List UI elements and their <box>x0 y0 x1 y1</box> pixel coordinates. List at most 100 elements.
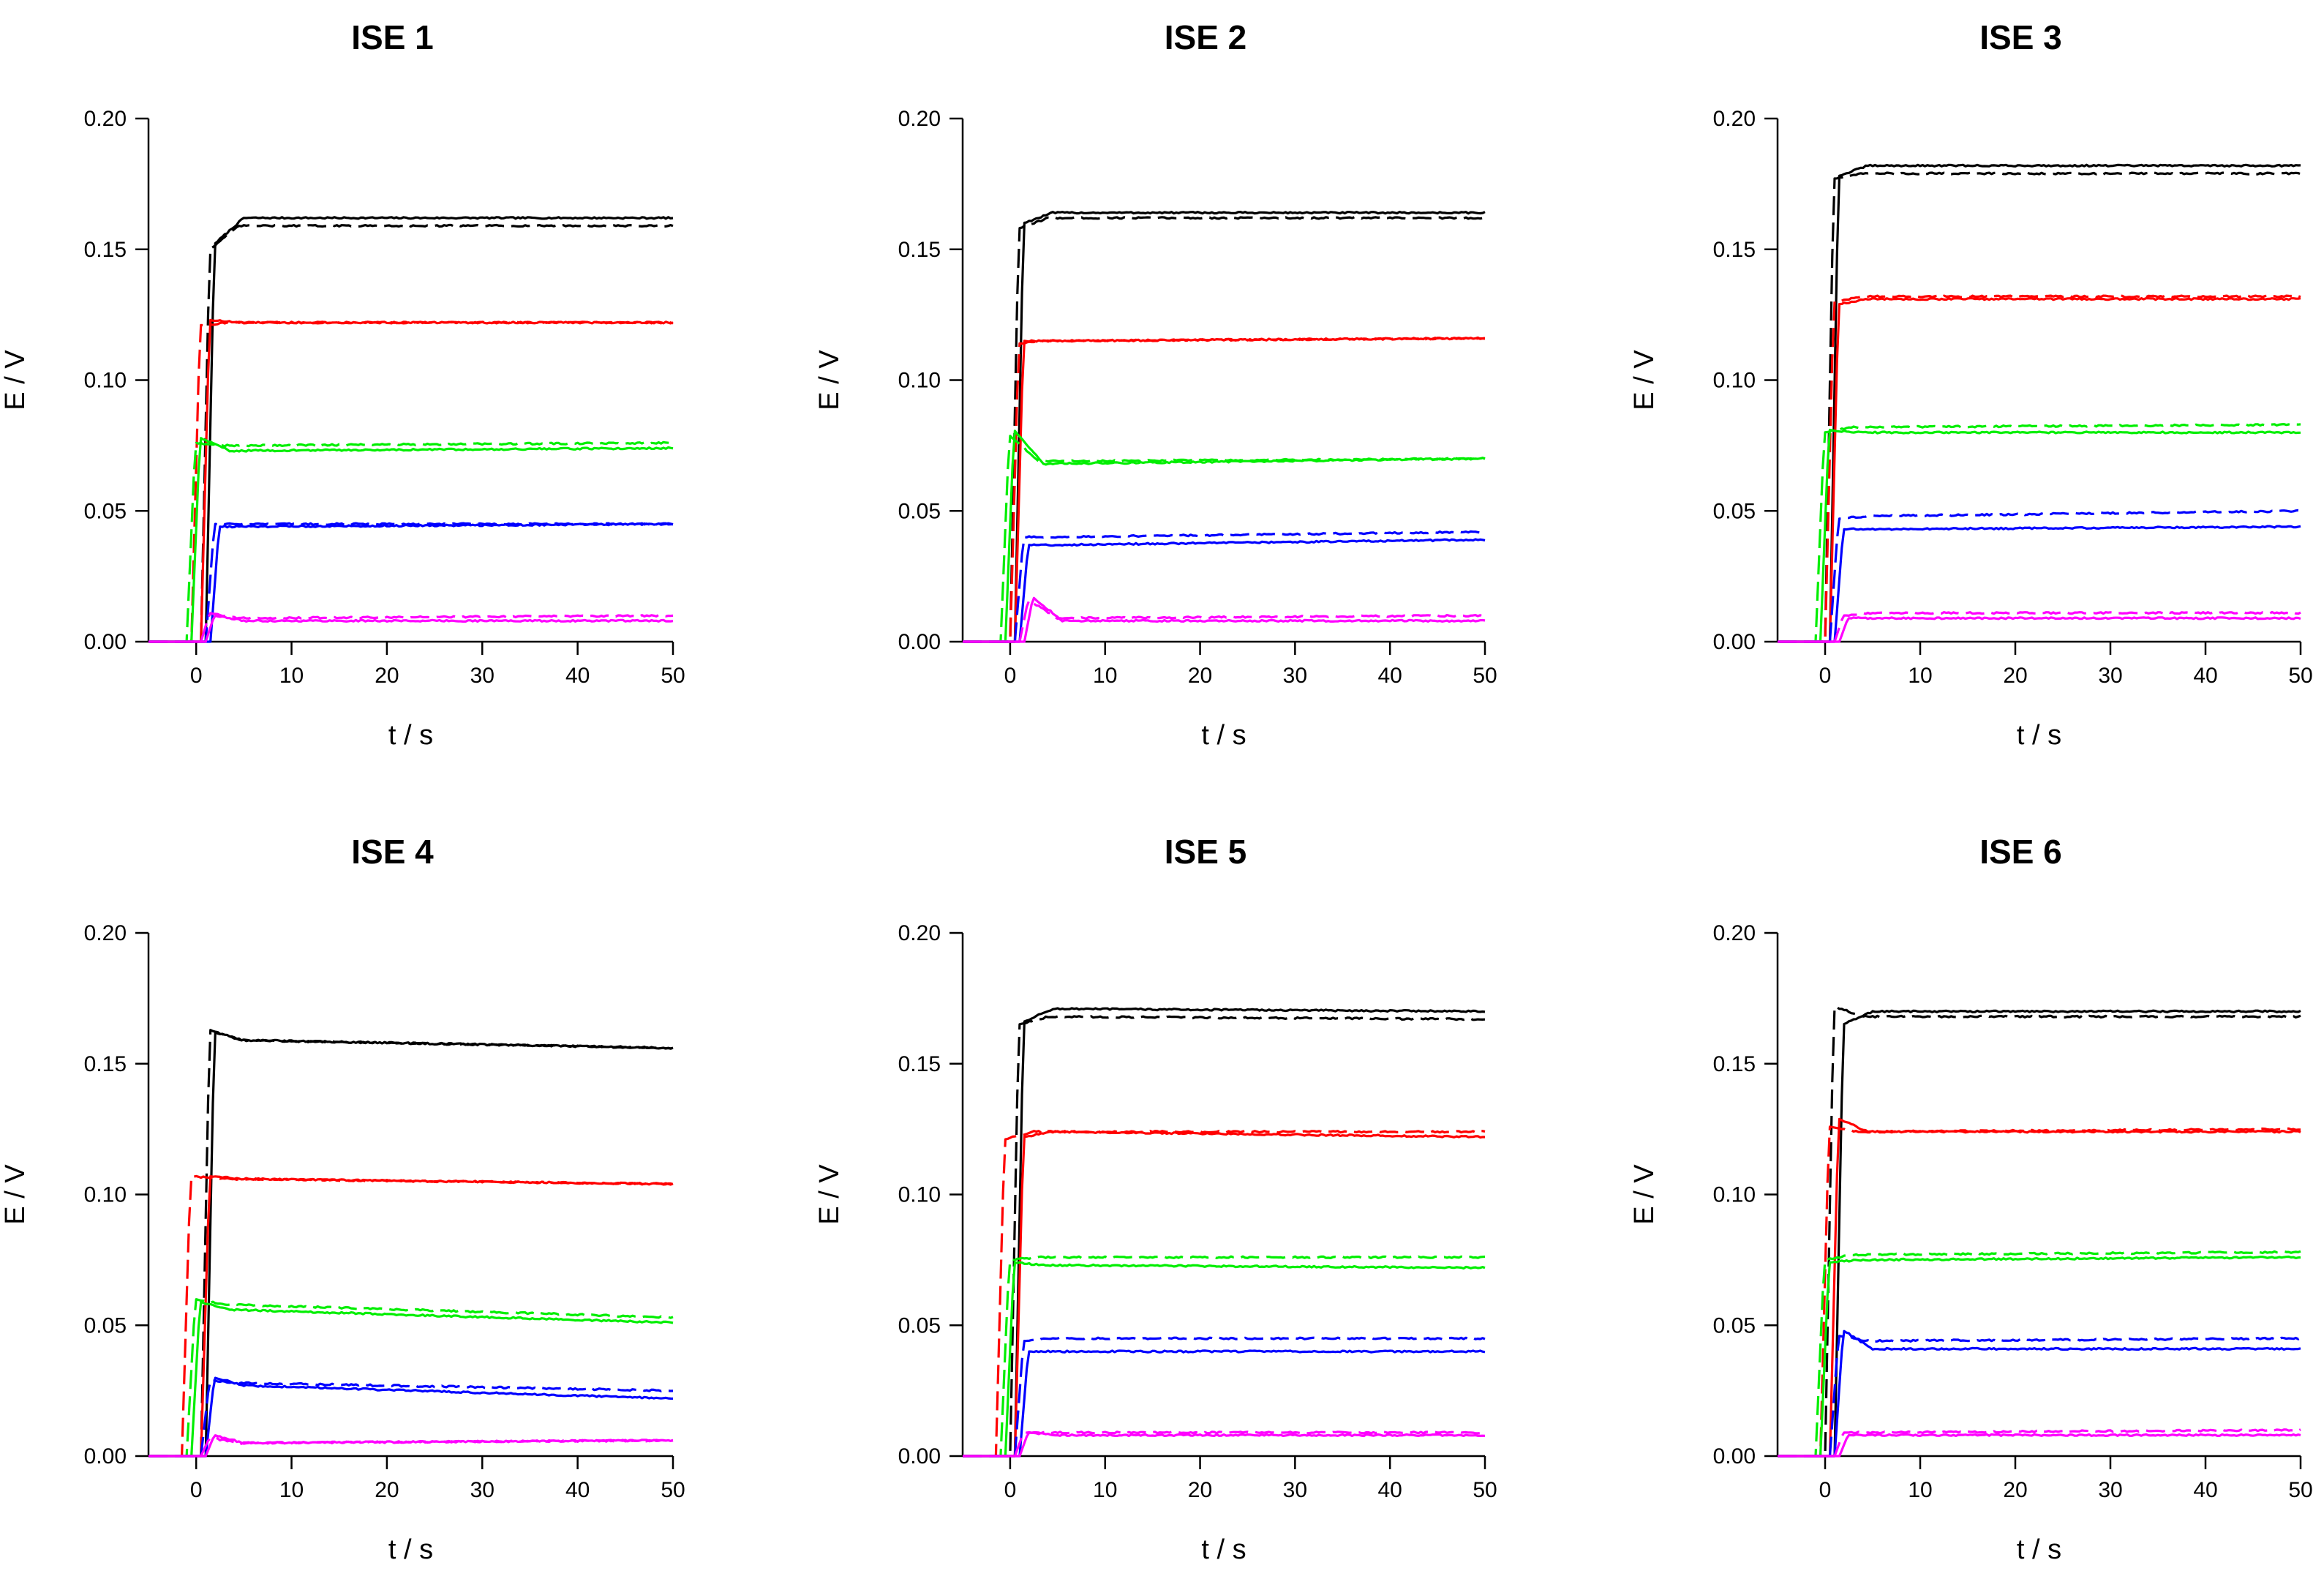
y-tick-label: 0.05 <box>898 499 941 523</box>
x-tick-label: 40 <box>565 1478 590 1502</box>
y-tick-label: 0.15 <box>898 238 941 262</box>
chart-title: ISE 2 <box>1165 18 1247 56</box>
y-tick-label: 0.05 <box>84 1313 127 1338</box>
series-line-black-solid <box>963 211 1486 643</box>
y-tick-label: 0.00 <box>898 630 941 654</box>
y-tick-label: 0.20 <box>898 107 941 131</box>
y-tick-label: 0.10 <box>84 369 127 393</box>
y-tick-label: 0.05 <box>898 1313 941 1338</box>
x-tick-label: 30 <box>470 1478 494 1502</box>
x-tick-label: 20 <box>1188 1478 1212 1502</box>
y-tick-label: 0.00 <box>84 630 127 654</box>
x-tick-label: 20 <box>2003 1478 2027 1502</box>
x-tick-label: 10 <box>1093 664 1117 688</box>
y-axis-label: E / V <box>814 1164 845 1225</box>
series-line-green-solid <box>963 1261 1486 1458</box>
series-line-black-dashed <box>1778 171 2301 643</box>
series-line-green-dashed <box>1778 423 2301 643</box>
series-line-red-dashed <box>148 320 674 643</box>
x-axis-label: t / s <box>1201 1534 1246 1565</box>
x-tick-label: 20 <box>375 664 399 688</box>
x-tick-label: 0 <box>190 1478 203 1502</box>
x-tick-label: 30 <box>470 664 494 688</box>
x-tick-label: 0 <box>1819 1478 1832 1502</box>
series-line-black-dashed <box>1778 1005 2301 1458</box>
y-axis-label: E / V <box>0 350 31 410</box>
series-line-green-dashed <box>963 1255 1486 1458</box>
series-line-magenta-dashed <box>963 1430 1486 1458</box>
x-tick-label: 10 <box>1908 664 1932 688</box>
series-line-black-dashed <box>148 1029 674 1458</box>
x-tick-label: 50 <box>1473 1478 1497 1502</box>
x-tick-label: 50 <box>661 1478 685 1502</box>
series-line-black-dashed <box>148 223 674 643</box>
series-line-magenta-solid <box>1778 1433 2301 1458</box>
series-line-magenta-solid <box>963 1431 1486 1458</box>
series-line-blue-solid <box>1778 1329 2301 1458</box>
series-line-green-solid <box>148 437 674 643</box>
series-line-red-dashed <box>1778 1125 2301 1458</box>
series-line-magenta-dashed <box>1778 1428 2301 1458</box>
chart-panel-6: ISE 6 0.00 0.05 0.10 0.15 0.20 0 10 20 30 40 50 t / … <box>1629 833 2313 1565</box>
y-tick-label: 0.00 <box>898 1444 941 1469</box>
y-tick-label: 0.10 <box>1713 1183 1756 1207</box>
x-tick-label: 30 <box>2098 1478 2122 1502</box>
series-line-green-solid <box>963 430 1486 643</box>
series-line-black-solid <box>1778 163 2301 643</box>
y-axis-label: E / V <box>1629 1164 1660 1225</box>
series-line-blue-solid <box>963 538 1486 643</box>
series-line-red-solid <box>1778 1117 2301 1458</box>
y-tick-label: 0.20 <box>84 107 127 131</box>
series-line-green-dashed <box>963 435 1486 643</box>
series-line-green-solid <box>148 1300 674 1458</box>
y-tick-label: 0.15 <box>1713 238 1756 262</box>
y-tick-label: 0.00 <box>1713 1444 1756 1469</box>
y-tick-label: 0.10 <box>84 1183 127 1207</box>
series-line-black-solid <box>963 1007 1486 1458</box>
y-tick-label: 0.15 <box>84 238 127 262</box>
x-tick-label: 50 <box>2288 1478 2312 1502</box>
x-tick-label: 40 <box>1377 664 1402 688</box>
series-line-blue-solid <box>1778 525 2301 643</box>
y-tick-label: 0.05 <box>1713 499 1756 523</box>
x-tick-label: 0 <box>1004 664 1017 688</box>
chart-panel-1: ISE 1 0.00 0.05 0.10 0.15 0.20 0 10 20 30 40 50 t / … <box>0 18 685 751</box>
x-tick-label: 20 <box>375 1478 399 1502</box>
chart-title: ISE 6 <box>1979 833 2062 871</box>
series-line-black-dashed <box>963 1015 1486 1458</box>
series-line-magenta-dashed <box>1778 611 2301 643</box>
y-tick-label: 0.20 <box>898 921 941 945</box>
y-tick-label: 0.10 <box>898 1183 941 1207</box>
x-tick-label: 50 <box>661 664 685 688</box>
series-line-red-dashed <box>1778 294 2301 643</box>
series-line-black-dashed <box>963 216 1486 643</box>
x-axis-label: t / s <box>2017 720 2061 751</box>
chart-panel-5: ISE 5 0.00 0.05 0.10 0.15 0.20 0 10 20 30 40 50 t / … <box>814 833 1497 1565</box>
series-line-green-dashed <box>148 440 674 643</box>
series-line-blue-dashed <box>963 1336 1486 1458</box>
y-axis-label: E / V <box>1629 350 1660 410</box>
x-tick-label: 40 <box>1377 1478 1402 1502</box>
y-tick-label: 0.00 <box>1713 630 1756 654</box>
series-line-blue-dashed <box>148 1379 674 1458</box>
x-axis-label: t / s <box>2017 1534 2061 1565</box>
y-axis-label: E / V <box>814 350 845 410</box>
y-axis-label: E / V <box>0 1164 31 1225</box>
x-tick-label: 30 <box>2098 664 2122 688</box>
series-line-red-solid <box>1778 297 2301 643</box>
x-tick-label: 40 <box>565 664 590 688</box>
series-line-black-solid <box>148 216 674 643</box>
y-tick-label: 0.20 <box>1713 107 1756 131</box>
series-line-red-dashed <box>963 1130 1486 1458</box>
x-tick-label: 40 <box>2193 1478 2217 1502</box>
y-tick-label: 0.20 <box>1713 921 1756 945</box>
y-tick-label: 0.20 <box>84 921 127 945</box>
y-tick-label: 0.10 <box>1713 369 1756 393</box>
y-tick-label: 0.05 <box>84 499 127 523</box>
series-line-blue-dashed <box>1778 1335 2301 1458</box>
x-tick-label: 20 <box>2003 664 2027 688</box>
y-tick-label: 0.10 <box>898 369 941 393</box>
series-line-magenta-solid <box>1778 616 2301 643</box>
